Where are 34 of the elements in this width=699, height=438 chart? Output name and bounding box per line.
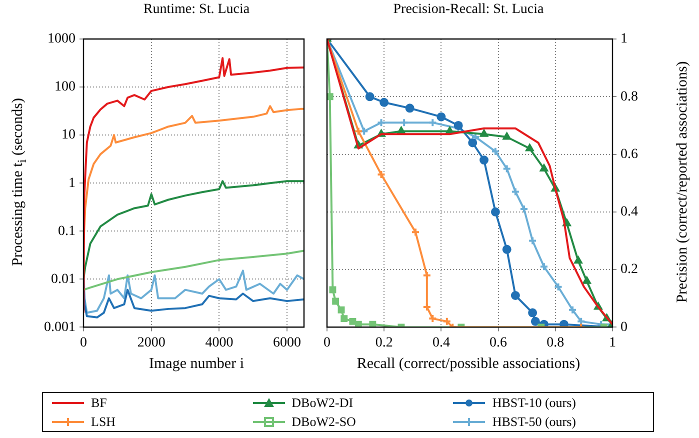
y-tick-label: 100 xyxy=(54,80,76,95)
y2-tick-label: 0.8 xyxy=(620,89,638,104)
y2-tick-label: 0 xyxy=(620,320,628,335)
legend-label: HBST-50 (ours) xyxy=(492,414,576,430)
chart-title: Precision-Recall: St. Lucia xyxy=(393,2,544,18)
legend-label: HBST-10 (ours) xyxy=(492,394,576,410)
y2-tick-label: 1 xyxy=(620,32,628,47)
y-tick-label: 0.1 xyxy=(58,224,76,239)
x-tick-label: 0.6 xyxy=(490,335,508,350)
y2-tick-label: 0.2 xyxy=(620,262,638,278)
y-tick-label: 0.001 xyxy=(44,320,76,335)
y-tick-label: 1 xyxy=(68,176,76,191)
x-tick-label: 2000 xyxy=(137,335,166,350)
x-tick-label: 0.2 xyxy=(375,335,393,350)
x-axis-title: Recall (correct/possible associations) xyxy=(356,356,580,373)
x-tick-label: 1 xyxy=(609,335,616,350)
x-tick-label: 0.4 xyxy=(432,335,450,350)
y-tick-label: 1000 xyxy=(48,32,76,47)
y-tick-label: 10 xyxy=(62,128,76,143)
legend-label: DBoW2-SO xyxy=(292,414,356,430)
y2-tick-label: 0.6 xyxy=(620,146,638,162)
legend-label: DBoW2-DI xyxy=(292,394,354,410)
legend-label: LSH xyxy=(91,414,116,430)
y2-axis-title: Precision (correct/reported associations) xyxy=(674,61,692,303)
x-tick-label: 0 xyxy=(324,335,330,350)
x-tick-label: 0 xyxy=(80,335,87,350)
y2-tick-label: 0.4 xyxy=(620,204,638,220)
legend-label: BF xyxy=(91,394,107,410)
x-tick-label: 6000 xyxy=(273,335,302,350)
chart-title: Runtime: St. Lucia xyxy=(143,2,250,18)
x-tick-label: 0.8 xyxy=(546,335,564,350)
y-tick-label: 0.01 xyxy=(51,272,76,287)
x-tick-label: 4000 xyxy=(205,335,234,350)
x-axis-title: Image number i xyxy=(149,356,244,373)
